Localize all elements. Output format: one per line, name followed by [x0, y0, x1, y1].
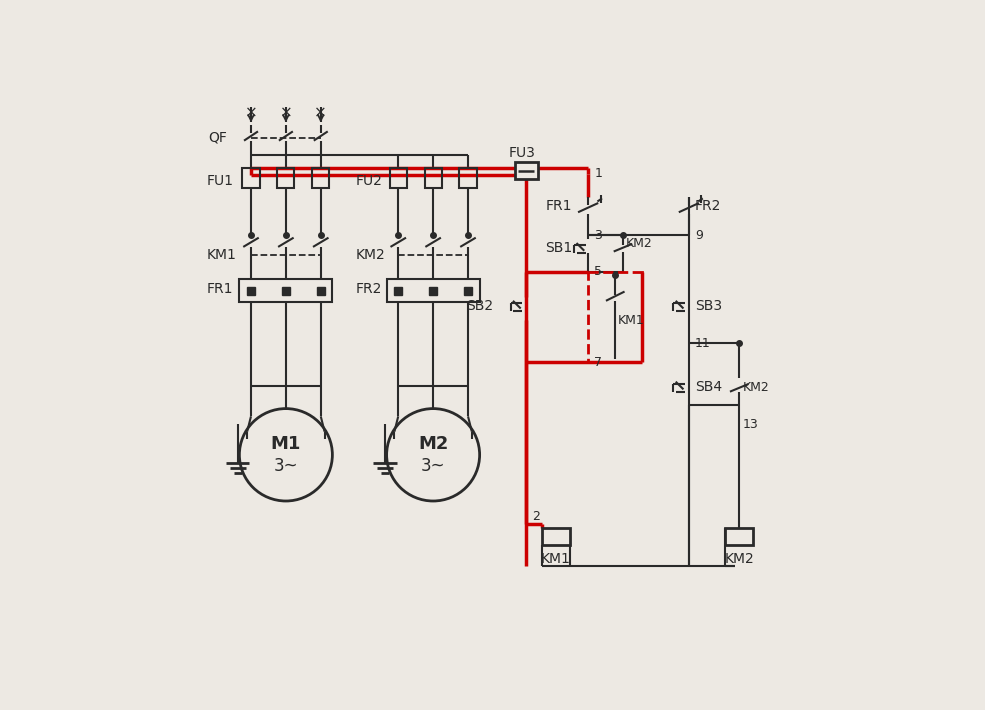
Text: 1: 1 — [594, 168, 602, 180]
Bar — [542, 528, 569, 545]
Bar — [239, 279, 332, 302]
Text: FR1: FR1 — [546, 199, 572, 213]
Bar — [390, 168, 407, 188]
Text: ×: × — [244, 105, 257, 121]
Bar — [588, 271, 642, 362]
Bar — [312, 168, 329, 188]
Text: 5: 5 — [594, 265, 602, 278]
Text: M1: M1 — [271, 435, 301, 453]
Text: KM2: KM2 — [743, 381, 770, 393]
Text: KM2: KM2 — [625, 236, 652, 249]
Text: SB1: SB1 — [546, 241, 572, 256]
Text: KM2: KM2 — [356, 248, 385, 261]
Text: SB2: SB2 — [466, 299, 492, 313]
Text: ×: × — [314, 105, 327, 121]
Bar — [425, 168, 441, 188]
Text: 9: 9 — [695, 229, 703, 242]
Text: 13: 13 — [743, 417, 758, 430]
Text: M2: M2 — [418, 435, 448, 453]
Text: KM2: KM2 — [724, 552, 755, 566]
Text: FR2: FR2 — [356, 283, 382, 296]
Text: 11: 11 — [695, 337, 711, 349]
Text: FU1: FU1 — [207, 175, 233, 188]
Text: KM1: KM1 — [541, 552, 570, 566]
Text: 7: 7 — [594, 356, 602, 369]
Bar — [387, 279, 480, 302]
Text: 2: 2 — [532, 510, 540, 523]
Bar — [725, 528, 754, 545]
Bar — [459, 168, 477, 188]
Text: FR2: FR2 — [695, 199, 721, 213]
Text: 3: 3 — [594, 229, 602, 242]
Text: QF: QF — [209, 131, 228, 145]
Text: ×: × — [280, 105, 293, 121]
Text: FU3: FU3 — [509, 146, 536, 160]
Text: KM1: KM1 — [207, 248, 236, 261]
Bar — [242, 168, 259, 188]
Text: SB4: SB4 — [695, 380, 722, 394]
Text: KM1: KM1 — [618, 315, 644, 327]
Bar — [278, 168, 295, 188]
Text: 3~: 3~ — [274, 457, 298, 474]
Bar — [514, 162, 538, 179]
Text: SB3: SB3 — [695, 299, 722, 313]
Text: 3~: 3~ — [421, 457, 445, 474]
Text: FR1: FR1 — [207, 283, 233, 296]
Text: FU2: FU2 — [356, 175, 382, 188]
